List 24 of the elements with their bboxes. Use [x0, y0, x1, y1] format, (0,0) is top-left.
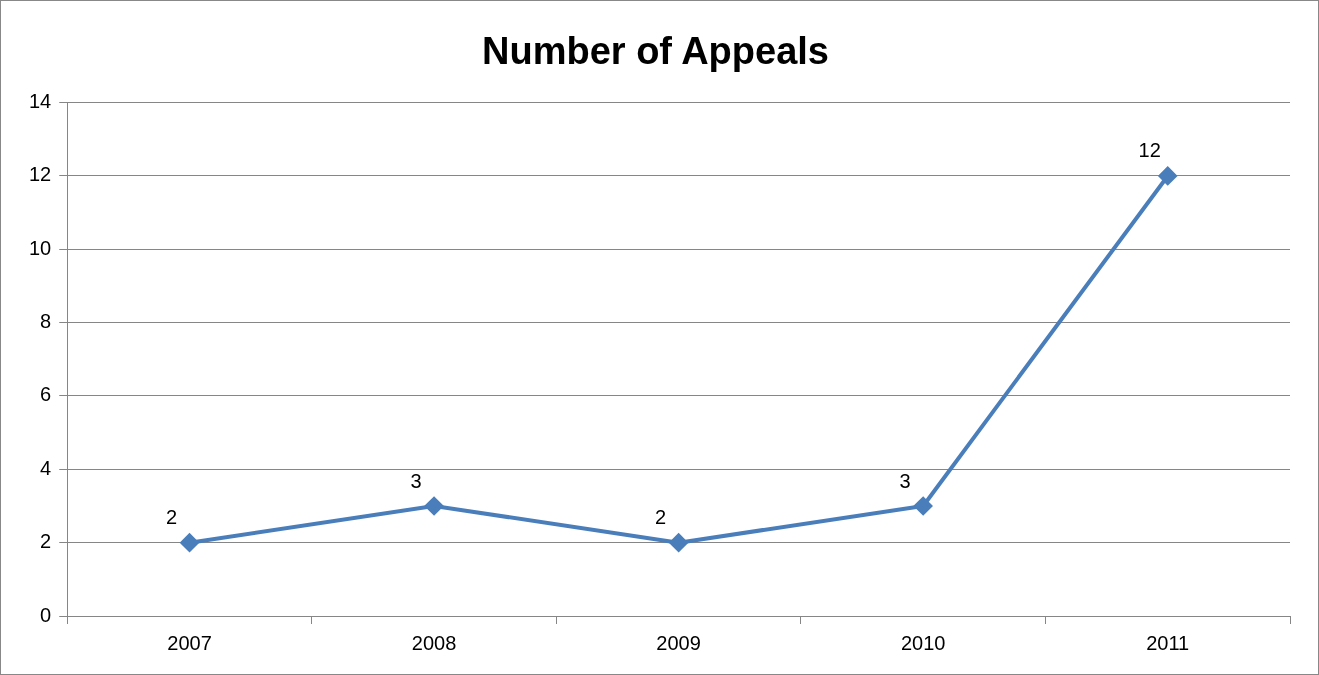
y-tick-label: 0	[40, 603, 52, 626]
y-tick-label: 12	[29, 163, 52, 186]
y-tick-label: 8	[40, 310, 52, 333]
x-tick-label: 2010	[900, 631, 946, 654]
y-tick-label: 10	[29, 236, 52, 259]
y-tick-label: 4	[40, 456, 52, 479]
y-tick-label: 14	[29, 90, 52, 113]
y-tick-label: 2	[40, 530, 52, 553]
x-tick-label: 2008	[411, 631, 457, 654]
data-label: 3	[899, 469, 911, 492]
x-tick-label: 2009	[656, 631, 701, 654]
point	[669, 533, 688, 552]
x-tick-label: 2007	[167, 631, 212, 654]
point	[425, 496, 444, 515]
data-label: 3	[410, 469, 422, 492]
data-label: 2	[165, 506, 178, 529]
x-tick-label: 2011	[1146, 631, 1190, 654]
point	[914, 496, 933, 515]
chart-title: Number of Appeals	[482, 30, 829, 73]
data-label: 12	[1138, 139, 1161, 162]
point	[180, 533, 199, 552]
y-tick-label: 6	[40, 383, 52, 406]
point	[1158, 166, 1177, 185]
data-label: 2	[655, 506, 667, 529]
